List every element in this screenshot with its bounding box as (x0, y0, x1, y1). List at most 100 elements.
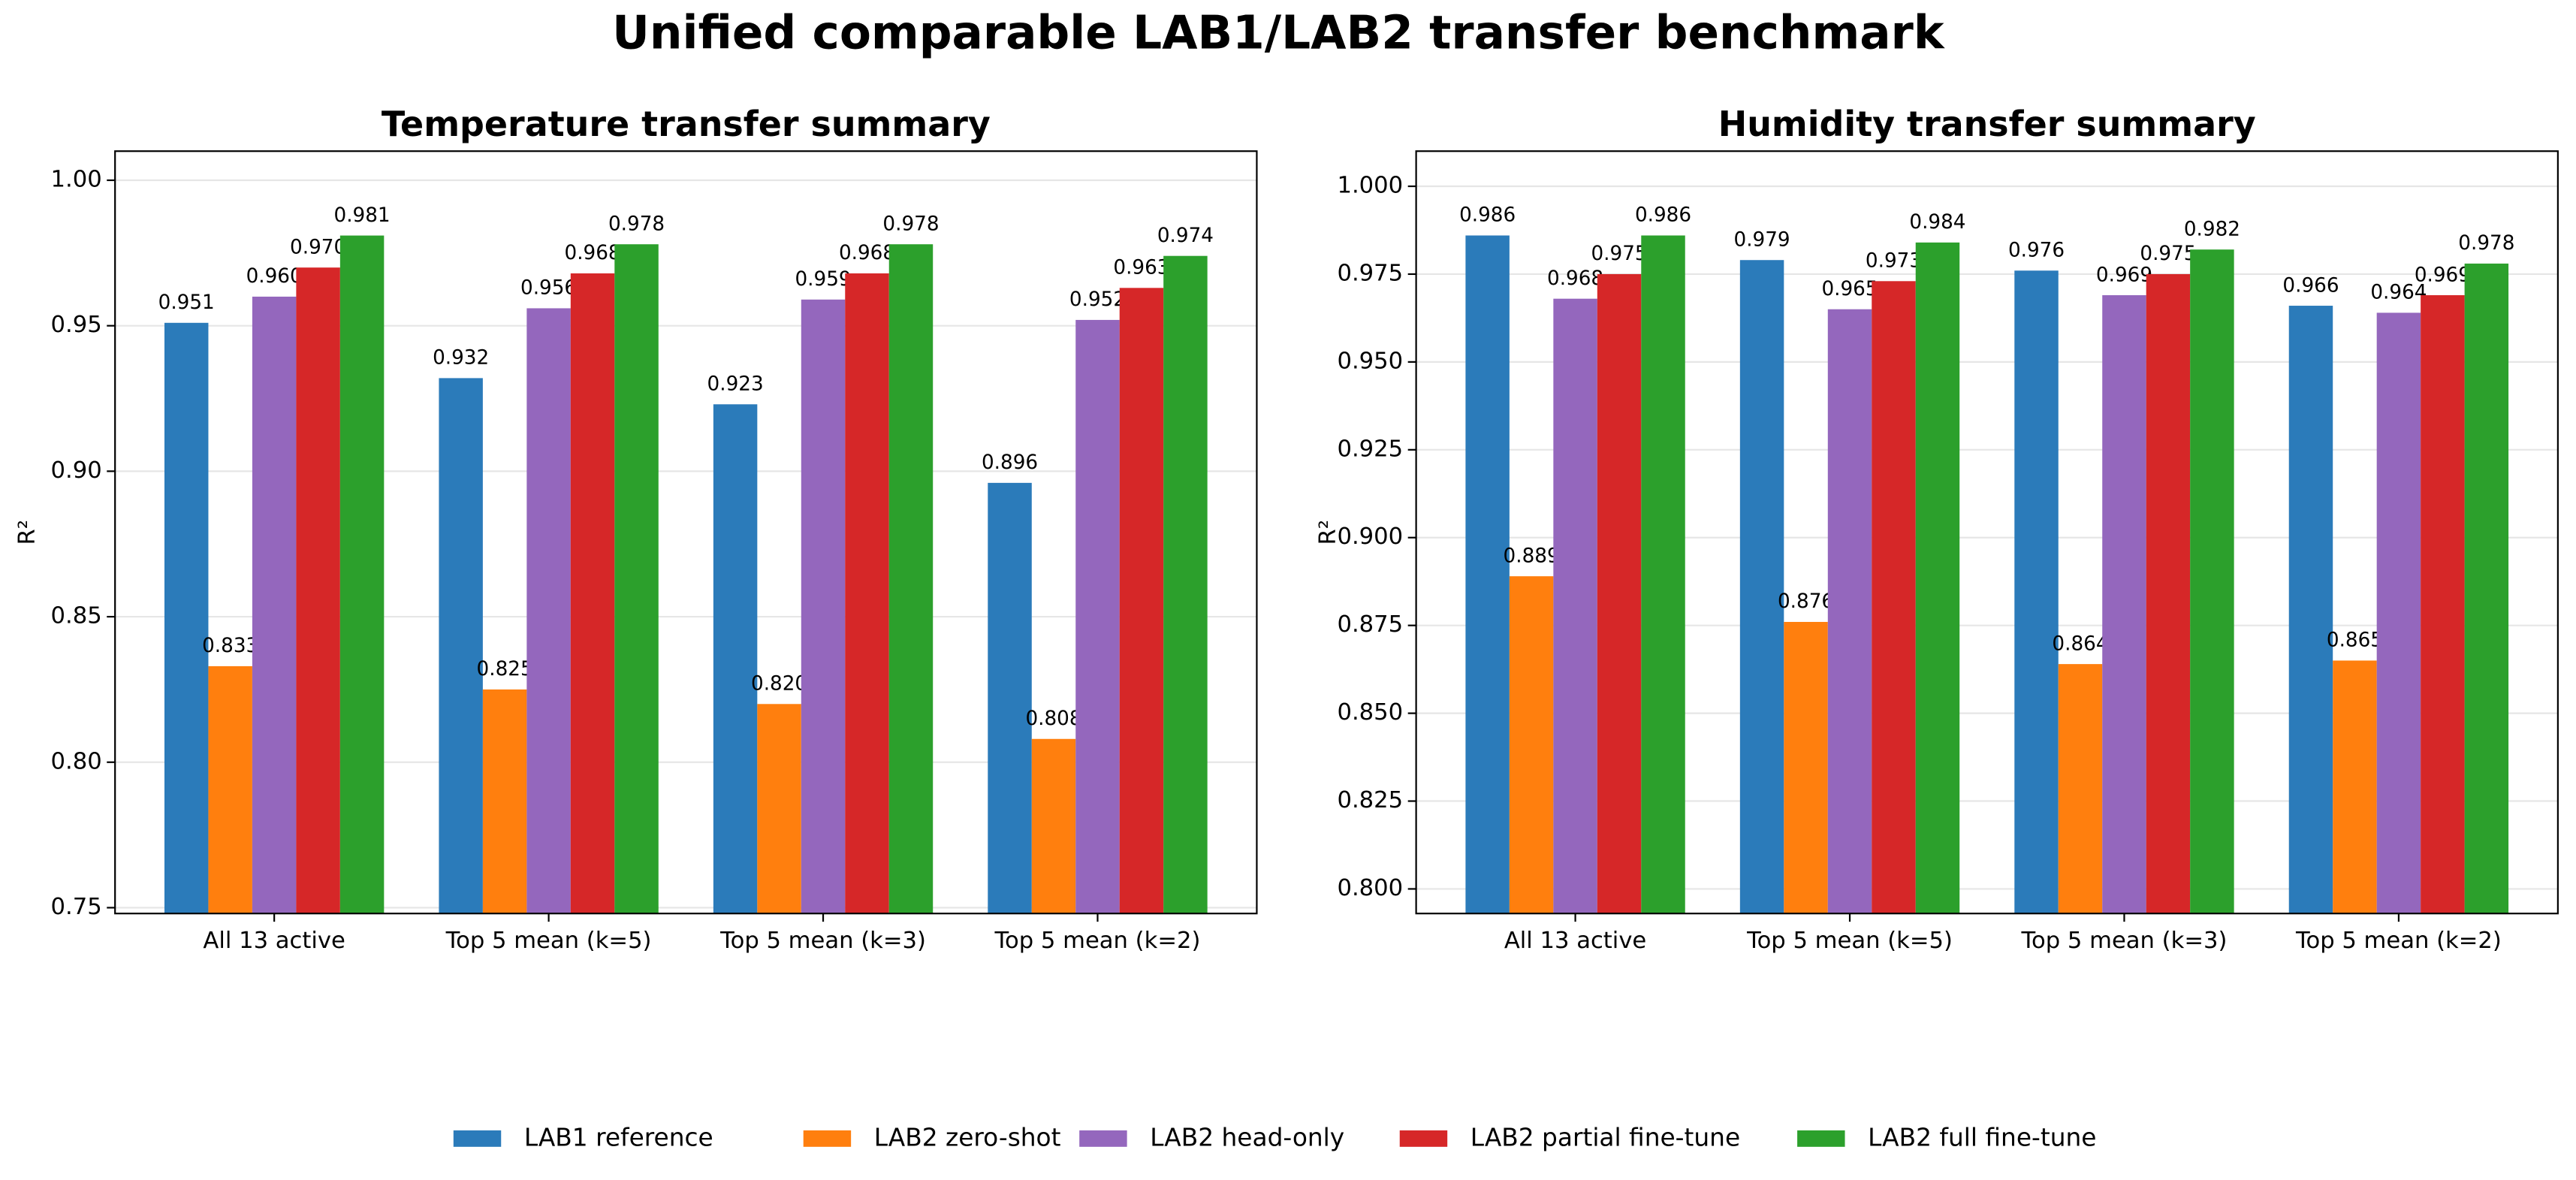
legend-label: LAB2 partial fine-tune (1470, 1123, 1740, 1151)
legend-swatch (803, 1130, 852, 1147)
bar (252, 296, 297, 914)
legend-label: LAB2 head-only (1150, 1123, 1344, 1151)
legend-swatch (1399, 1130, 1448, 1147)
bar (1784, 621, 1828, 914)
value-label: 0.952 (1069, 288, 1126, 311)
value-label: 0.865 (2327, 629, 2383, 652)
bar (439, 378, 483, 914)
y-tick-label: 0.950 (1337, 348, 1403, 374)
x-tick-label: Top 5 mean (k=2) (994, 928, 1201, 954)
bar (2058, 664, 2103, 914)
value-label: 0.975 (2140, 243, 2196, 265)
figure-title: Unified comparable LAB1/LAB2 transfer be… (612, 7, 1945, 60)
bar (1827, 309, 1872, 914)
y-tick-label: 0.75 (51, 894, 102, 920)
bar (1075, 319, 1120, 914)
y-tick-label: 1.000 (1337, 173, 1403, 199)
bar (1119, 288, 1164, 914)
value-label: 0.968 (839, 242, 895, 264)
y-tick-label: 0.80 (51, 748, 102, 774)
bar (1915, 242, 1960, 914)
axes-frame (114, 150, 1258, 915)
value-label: 0.960 (246, 265, 303, 288)
legend-label: LAB2 zero-shot (874, 1123, 1061, 1151)
value-label: 0.968 (1547, 267, 1603, 290)
value-label: 0.968 (565, 242, 621, 264)
value-label: 0.973 (1866, 250, 1922, 273)
bar (2190, 249, 2234, 914)
bar (526, 308, 571, 914)
bar (296, 267, 340, 914)
value-label: 0.978 (2458, 232, 2514, 255)
value-label: 0.963 (1113, 257, 1169, 279)
value-label: 0.965 (1821, 278, 1878, 300)
value-label: 0.970 (290, 236, 346, 258)
x-tick-label: Top 5 mean (k=2) (2295, 928, 2502, 954)
value-label: 0.864 (2052, 632, 2108, 655)
value-label: 0.808 (1025, 708, 1081, 730)
bar (1031, 738, 1076, 914)
value-label: 0.981 (334, 204, 391, 227)
axes-frame (1415, 150, 2559, 915)
bar (2376, 312, 2421, 914)
chart-title: Humidity transfer summary (1718, 104, 2256, 144)
bar (801, 299, 846, 914)
bar (2014, 270, 2059, 914)
value-label: 0.923 (707, 373, 764, 396)
x-tick-label: Top 5 mean (k=5) (1746, 928, 1953, 954)
legend-label: LAB1 reference (524, 1123, 713, 1151)
bar (482, 689, 527, 914)
y-tick-label: 0.85 (51, 603, 102, 629)
x-tick-label: Top 5 mean (k=5) (445, 928, 652, 954)
bar (2464, 263, 2509, 914)
value-label: 0.932 (433, 347, 489, 370)
bar (2146, 273, 2191, 914)
bar (2333, 660, 2377, 914)
y-tick-label: 1.00 (51, 166, 102, 192)
x-tick-label: Top 5 mean (k=3) (2021, 928, 2228, 954)
legend-swatch (453, 1130, 502, 1147)
bar (2421, 295, 2465, 914)
value-label: 0.959 (795, 268, 851, 291)
bar (888, 244, 934, 914)
bar (1872, 281, 1916, 914)
value-label: 0.966 (2282, 274, 2339, 297)
bar (614, 244, 659, 914)
value-label: 0.820 (751, 673, 807, 696)
value-label: 0.956 (520, 277, 577, 300)
value-label: 0.964 (2370, 282, 2427, 304)
bar (845, 273, 889, 914)
legend-swatch (1797, 1130, 1845, 1147)
bar (1163, 255, 1208, 914)
y-tick-label: 0.875 (1337, 611, 1403, 638)
y-tick-label: 0.975 (1337, 260, 1403, 286)
bar (713, 404, 758, 914)
y-tick-label: 0.850 (1337, 699, 1403, 726)
value-label: 0.876 (1778, 590, 1834, 613)
y-tick-label: 0.925 (1337, 436, 1403, 462)
value-label: 0.986 (1459, 204, 1516, 227)
value-label: 0.978 (608, 213, 665, 235)
legend-swatch (1079, 1130, 1127, 1147)
bar (339, 235, 385, 914)
value-label: 0.969 (2096, 264, 2152, 286)
x-tick-label: Top 5 mean (k=3) (719, 928, 926, 954)
value-label: 0.975 (1591, 243, 1647, 265)
bar (570, 273, 615, 914)
value-label: 0.978 (882, 213, 939, 235)
bar (757, 704, 801, 914)
x-tick-label: All 13 active (203, 928, 345, 954)
value-label: 0.889 (1504, 545, 1560, 567)
value-label: 0.833 (202, 635, 258, 657)
value-label: 0.974 (1157, 225, 1214, 247)
legend-label: LAB2 full fine-tune (1868, 1123, 2096, 1151)
value-label: 0.951 (158, 291, 215, 314)
bar (988, 482, 1032, 914)
bar (1509, 576, 1554, 914)
bar (208, 665, 252, 914)
y-tick-label: 0.800 (1337, 875, 1403, 901)
bar (2288, 306, 2333, 914)
bar (164, 322, 209, 914)
value-label: 0.896 (982, 451, 1038, 474)
